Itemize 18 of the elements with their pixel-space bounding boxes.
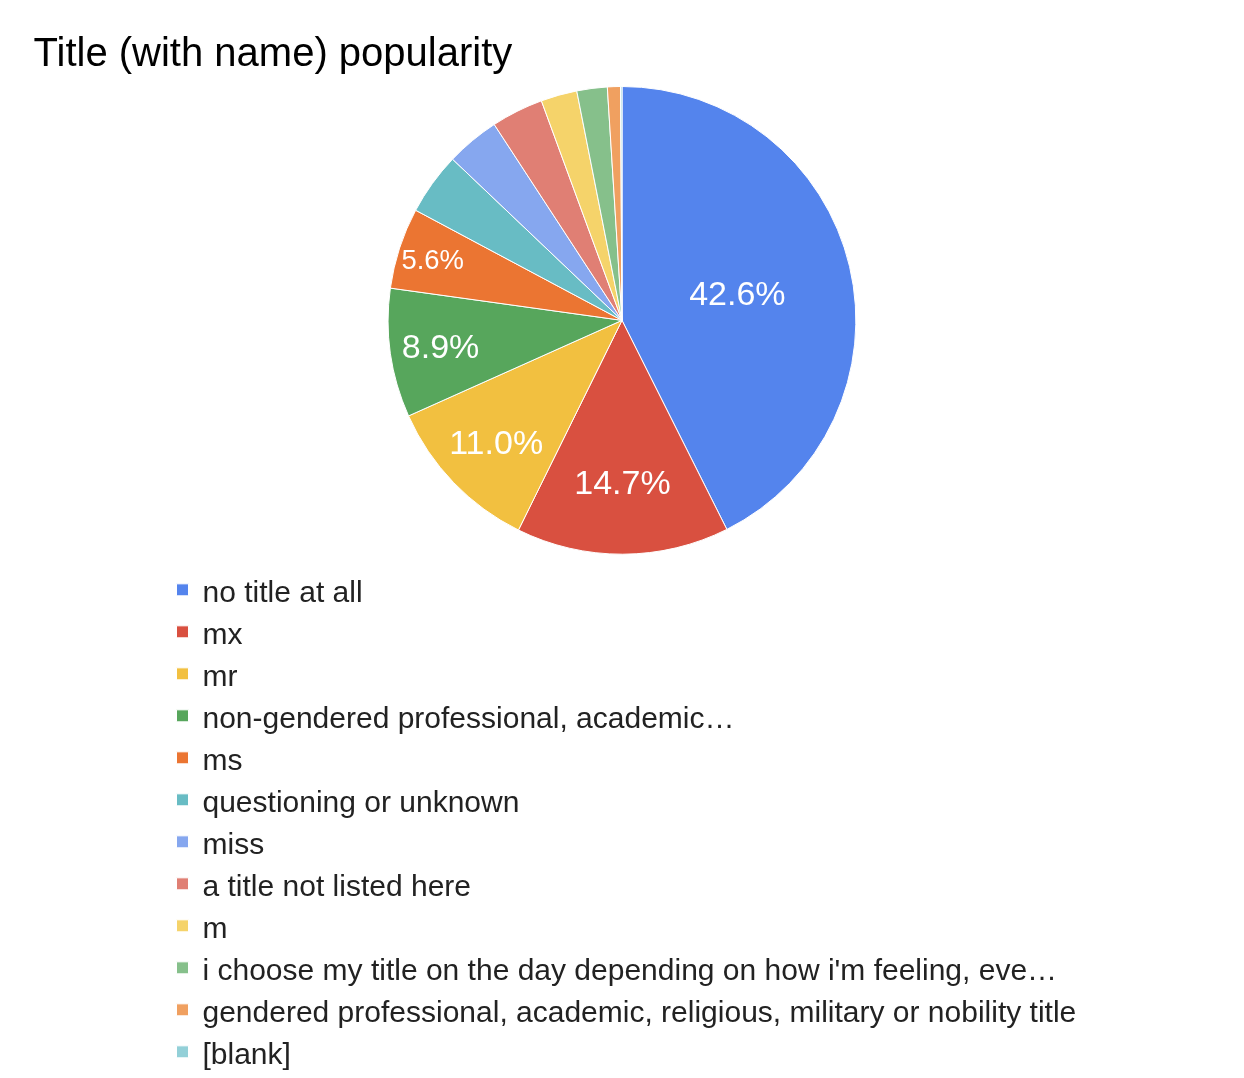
legend-label: i choose my title on the day depending on how i'm feeling, eve…: [202, 952, 1058, 986]
data-label: 42.6%: [689, 274, 786, 313]
legend-label: non-gendered professional, academic…: [202, 700, 735, 734]
legend-label: m: [202, 910, 228, 944]
legend-label: miss: [202, 826, 265, 860]
legend-label: mr: [202, 658, 238, 692]
data-label: 8.9%: [401, 327, 480, 366]
legend-label: questioning or unknown: [202, 784, 520, 818]
legend-label: ms: [202, 742, 243, 776]
legend-label: a title not listed here: [202, 868, 471, 902]
legend-label: [blank]: [202, 1036, 291, 1070]
chart-title: Title (with name) popularity: [33, 29, 513, 74]
legend-label: no title at all: [202, 574, 363, 608]
legend-label: gendered professional, academic, religious, military or nobility title: [202, 994, 1077, 1028]
data-label: 11.0%: [449, 422, 544, 461]
data-label: 5.6%: [401, 243, 464, 275]
legend-label: mx: [202, 616, 243, 650]
data-label: 14.7%: [574, 463, 671, 502]
